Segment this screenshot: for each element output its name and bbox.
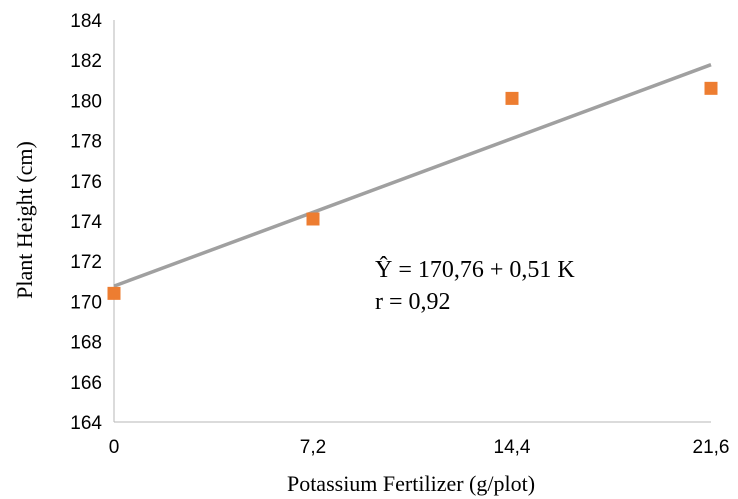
x-tick-label: 14,4	[494, 437, 531, 458]
y-axis-title: Plant Height (cm)	[12, 141, 37, 299]
y-tick-label: 180	[70, 91, 102, 112]
y-tick-label: 170	[70, 292, 102, 313]
data-point	[704, 81, 718, 95]
regression-equation: Ŷ = 170,76 + 0,51 K	[375, 257, 575, 283]
y-tick-label: 168	[70, 333, 102, 354]
y-tick-label: 166	[70, 373, 102, 394]
x-tick-label: 21,6	[693, 437, 730, 458]
y-tick-labels: 164 166 168 170 172 174 176 178 180 182 184	[70, 11, 102, 434]
y-tick-label: 176	[70, 172, 102, 193]
x-tick-labels: 0 7,2 14,4 21,6	[109, 437, 730, 458]
data-point	[505, 91, 519, 105]
y-tick-label: 178	[70, 132, 102, 153]
y-tick-label: 184	[70, 11, 102, 32]
data-point	[306, 212, 320, 226]
x-tick-label: 0	[109, 437, 120, 458]
y-tick-label: 182	[70, 51, 102, 72]
x-tick-label: 7,2	[300, 437, 326, 458]
trendline	[113, 63, 712, 288]
y-tick-label: 164	[70, 413, 102, 434]
y-tick-label: 172	[70, 252, 102, 273]
data-points	[107, 81, 718, 300]
data-point	[107, 286, 121, 300]
correlation-coefficient: r = 0,92	[375, 289, 451, 315]
y-tick-label: 174	[70, 212, 102, 233]
x-axis-title: Potassium Fertilizer (g/plot)	[287, 471, 535, 496]
